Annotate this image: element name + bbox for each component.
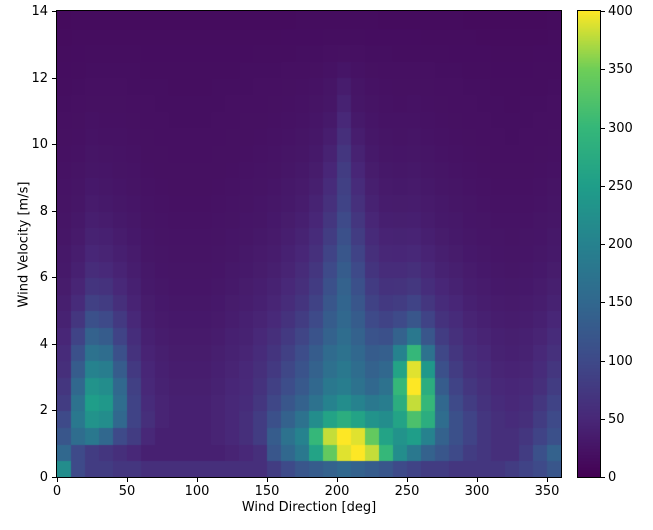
colorbar-tick-mark: [601, 244, 605, 245]
y-tick-label: 0: [39, 470, 48, 485]
colorbar-tick-mark: [601, 477, 605, 478]
y-tick-label: 4: [39, 336, 48, 352]
colorbar-tick-label: 300: [608, 120, 633, 136]
x-tick-mark: [267, 478, 268, 482]
y-tick-mark: [52, 210, 56, 212]
y-tick-label: 10: [31, 137, 48, 153]
x-tick-mark: [407, 478, 408, 482]
colorbar-tick-mark: [601, 69, 605, 71]
y-tick-mark: [52, 477, 56, 478]
x-tick-mark: [197, 478, 198, 482]
y-tick-label: 14: [31, 4, 48, 19]
colorbar: [577, 10, 601, 478]
x-tick-label: 50: [118, 484, 136, 499]
y-tick-mark: [52, 77, 56, 79]
colorbar-tick-label: 50: [608, 411, 625, 427]
x-tick-mark: [57, 478, 58, 482]
colorbar-tick-mark: [601, 360, 605, 362]
x-tick-label: 350: [534, 484, 560, 499]
y-tick-mark: [52, 277, 56, 279]
y-tick-mark: [52, 11, 56, 12]
x-tick-label: 150: [254, 484, 280, 499]
x-tick-label: 250: [394, 484, 420, 499]
colorbar-tick-label: 350: [608, 62, 633, 78]
colorbar-tick-mark: [601, 11, 605, 12]
x-tick-label: 100: [184, 484, 210, 499]
y-tick-mark: [52, 144, 56, 146]
colorbar-tick-label: 0: [608, 470, 617, 485]
x-tick-mark: [477, 478, 478, 482]
x-tick-mark: [337, 478, 338, 482]
y-tick-mark: [52, 410, 56, 412]
x-tick-label: 300: [464, 484, 490, 499]
x-tick-label: 0: [52, 484, 62, 499]
colorbar-tick-label: 200: [608, 237, 633, 252]
plot-area: [56, 10, 562, 478]
heatmap-canvas: [57, 11, 561, 477]
y-tick-label: 12: [31, 70, 48, 86]
colorbar-tick-mark: [601, 127, 605, 129]
colorbar-tick-label: 150: [608, 295, 633, 311]
y-tick-label: 2: [39, 403, 48, 419]
x-tick-mark: [547, 478, 548, 482]
y-tick-label: 6: [39, 270, 48, 286]
y-axis-label: Wind Velocity [m/s]: [16, 181, 32, 308]
colorbar-tick-mark: [601, 185, 605, 187]
x-axis-label: Wind Direction [deg]: [241, 500, 377, 515]
y-tick-label: 8: [39, 203, 48, 219]
colorbar-tick-label: 400: [608, 4, 633, 19]
x-tick-mark: [127, 478, 128, 482]
colorbar-canvas: [578, 11, 600, 477]
colorbar-tick-mark: [601, 302, 605, 304]
colorbar-tick-mark: [601, 418, 605, 420]
colorbar-tick-label: 100: [608, 353, 633, 369]
x-tick-label: 200: [324, 484, 350, 499]
y-tick-mark: [52, 343, 56, 345]
colorbar-tick-label: 250: [608, 178, 633, 194]
